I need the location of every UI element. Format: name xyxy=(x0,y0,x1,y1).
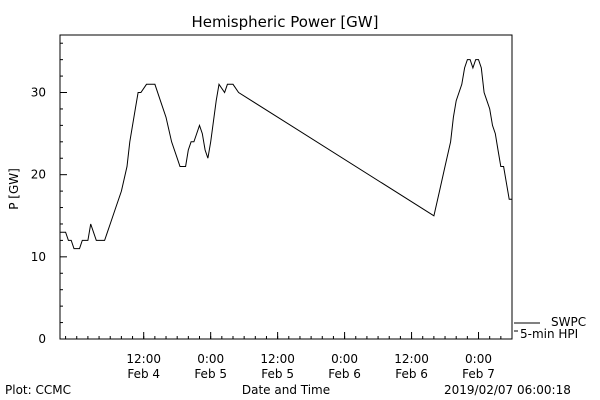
x-tick-label-date: Feb 6 xyxy=(395,367,428,381)
x-tick-label-time: 0:00 xyxy=(197,352,224,366)
y-tick-label: 20 xyxy=(31,168,46,182)
x-tick-label-date: Feb 5 xyxy=(194,367,227,381)
x-tick-label-time: 0:00 xyxy=(331,352,358,366)
y-axis-ticks: 0 10 20 30 xyxy=(31,42,67,346)
x-tick-label-date: Feb 6 xyxy=(328,367,361,381)
x-tick-label-time: 0:00 xyxy=(465,352,492,366)
footer-credit: Plot: CCMC xyxy=(5,383,71,397)
y-axis-label: P [GW] xyxy=(7,168,21,210)
legend-label-swpc: SWPC xyxy=(551,315,586,329)
x-tick-label-date: Feb 4 xyxy=(127,367,160,381)
x-tick-label-time: 12:00 xyxy=(394,352,429,366)
chart-title: Hemispheric Power [GW] xyxy=(192,13,379,31)
plot-area-frame xyxy=(59,34,513,340)
y-tick-label: 30 xyxy=(31,86,46,100)
legend: SWPC 5-min HPI xyxy=(514,315,586,341)
x-axis-label: Date and Time xyxy=(242,383,330,397)
y-tick-label: 0 xyxy=(38,332,46,346)
legend-label-5min-hpi: 5-min HPI xyxy=(520,327,578,341)
footer-timestamp: 2019/02/07 06:00:18 xyxy=(444,383,571,397)
series-line xyxy=(60,59,512,250)
x-tick-label-time: 12:00 xyxy=(126,352,161,366)
x-tick-label-time: 12:00 xyxy=(260,352,295,366)
y-tick-label: 10 xyxy=(31,250,46,264)
x-tick-label-date: Feb 7 xyxy=(462,367,495,381)
x-tick-label-date: Feb 5 xyxy=(261,367,294,381)
